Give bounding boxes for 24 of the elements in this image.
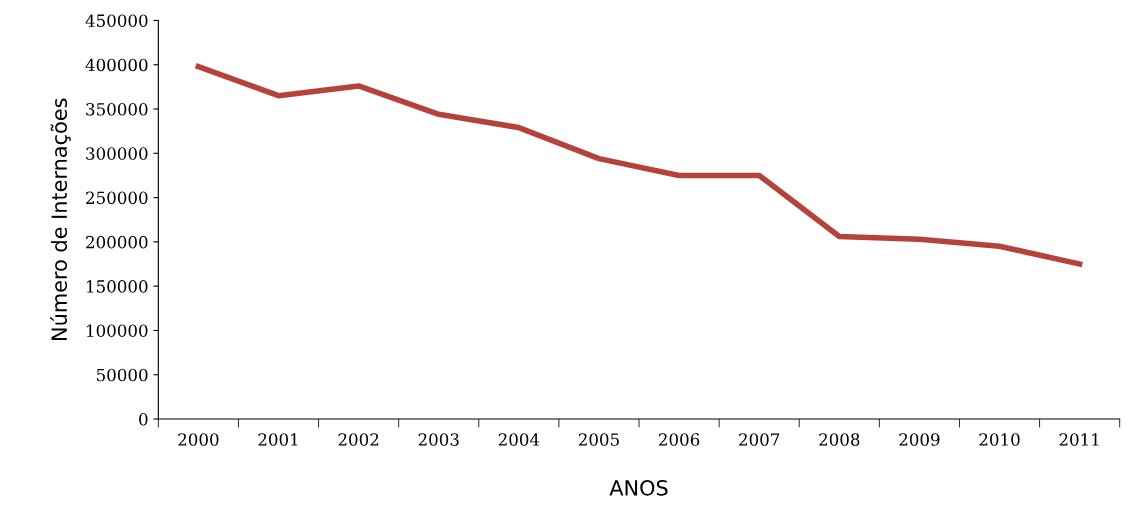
y-tick-label: 200000: [86, 235, 148, 249]
x-tick-label: 2007: [739, 433, 780, 446]
x-tick-label: 2005: [578, 433, 619, 446]
y-axis-title: Número de Internações: [50, 98, 71, 340]
y-tick-label: 150000: [87, 280, 148, 293]
x-axis-title: ANOS: [609, 479, 668, 496]
y-tick-label: 50000: [97, 368, 148, 382]
y-tick-label: 300000: [86, 147, 148, 160]
x-tick-label: 2009: [899, 433, 940, 446]
x-tick-label: 2003: [418, 433, 459, 446]
x-tick-label: 2010: [979, 433, 1020, 446]
y-tick-label: 250000: [86, 191, 148, 205]
x-tick-label: 2002: [338, 433, 379, 446]
x-tick-label: 2011: [1059, 433, 1099, 446]
y-tick-label: 100000: [87, 324, 148, 338]
y-tick-label: 400000: [85, 58, 148, 72]
x-tick-label: 2004: [498, 433, 540, 446]
y-tick-label: 450000: [85, 14, 148, 28]
x-tick-label: 2006: [658, 433, 700, 446]
y-tick-label: 350000: [86, 102, 148, 116]
x-tick-label: 2000: [178, 433, 219, 446]
x-tick-label: 2001: [258, 433, 298, 446]
x-tick-label: 2008: [819, 433, 860, 446]
y-tick-label: 0: [139, 412, 148, 426]
